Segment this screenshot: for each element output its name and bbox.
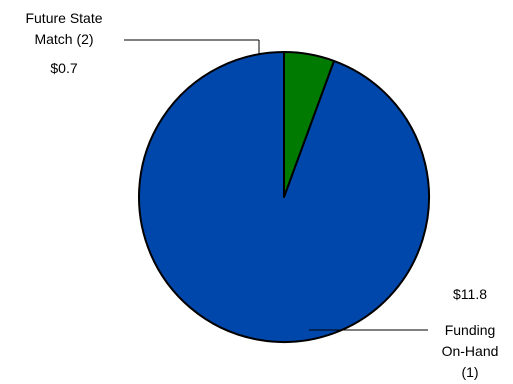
slice-value-funding: $11.8 — [453, 286, 487, 302]
pie-slices — [138, 51, 430, 343]
slice-label-funding-line-3: (1) — [461, 364, 478, 380]
slice-label-future-state-line-2: Match (2) — [34, 31, 93, 47]
slice-label-funding-line-2: On-Hand — [442, 343, 499, 359]
slice-label-future-state-line-1: Future State — [25, 10, 102, 26]
slice-label-funding-line-1: Funding — [445, 322, 496, 338]
pie-slice-future-state-match — [283, 51, 335, 198]
slice-value-future-state: $0.7 — [50, 60, 77, 76]
